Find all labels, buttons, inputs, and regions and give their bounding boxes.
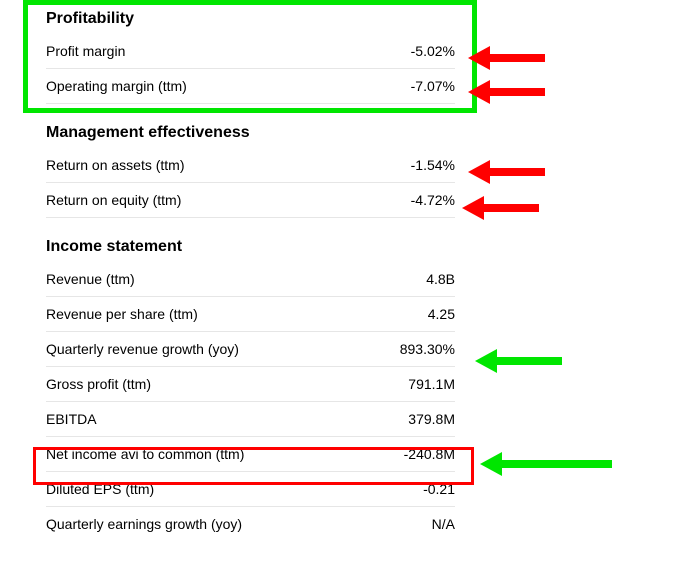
stat-value: -7.07% [411,78,455,94]
stat-row: Operating margin (ttm) -7.07% [46,69,455,104]
stat-value: 791.1M [408,376,455,392]
stat-label: Revenue (ttm) [46,271,135,287]
stat-row: Revenue per share (ttm) 4.25 [46,297,455,332]
stat-value: -240.8M [404,446,455,462]
stat-row: Quarterly revenue growth (yoy) 893.30% [46,332,455,367]
stat-value: -5.02% [411,43,455,59]
stat-row: Net income avi to common (ttm) -240.8M [46,437,455,472]
stat-row: Revenue (ttm) 4.8B [46,262,455,297]
stat-row: Quarterly earnings growth (yoy) N/A [46,507,455,541]
stat-row: EBITDA 379.8M [46,402,455,437]
stat-label: Revenue per share (ttm) [46,306,198,322]
stat-value: 379.8M [408,411,455,427]
spacer [46,104,455,118]
stat-label: Operating margin (ttm) [46,78,187,94]
spacer [46,218,455,232]
annotation-arrow-red [468,46,545,70]
stat-label: Gross profit (ttm) [46,376,151,392]
annotation-arrow-red [468,80,545,104]
stat-value: 893.30% [400,341,455,357]
stat-row: Return on assets (ttm) -1.54% [46,148,455,183]
stat-label: Quarterly revenue growth (yoy) [46,341,239,357]
annotation-arrow-green [480,452,612,476]
annotation-arrow-green [475,349,562,373]
stat-label: Return on assets (ttm) [46,157,185,173]
stat-value: N/A [432,516,455,532]
section-title-income: Income statement [46,232,455,262]
annotation-arrow-red [462,196,539,220]
annotation-arrow-red [468,160,545,184]
financial-stats-panel: Profitability Profit margin -5.02% Opera… [30,4,465,541]
stat-value: -1.54% [411,157,455,173]
stat-row: Diluted EPS (ttm) -0.21 [46,472,455,507]
stat-label: Profit margin [46,43,125,59]
stat-row: Gross profit (ttm) 791.1M [46,367,455,402]
stat-row: Return on equity (ttm) -4.72% [46,183,455,218]
stat-value: -4.72% [411,192,455,208]
stat-row: Profit margin -5.02% [46,34,455,69]
stat-value: 4.8B [426,271,455,287]
section-title-profitability: Profitability [46,4,455,34]
stat-label: Return on equity (ttm) [46,192,181,208]
stat-label: EBITDA [46,411,97,427]
stat-label: Quarterly earnings growth (yoy) [46,516,242,532]
stat-label: Net income avi to common (ttm) [46,446,244,462]
section-title-management: Management effectiveness [46,118,455,148]
stat-value: -0.21 [423,481,455,497]
stat-value: 4.25 [428,306,455,322]
stat-label: Diluted EPS (ttm) [46,481,154,497]
